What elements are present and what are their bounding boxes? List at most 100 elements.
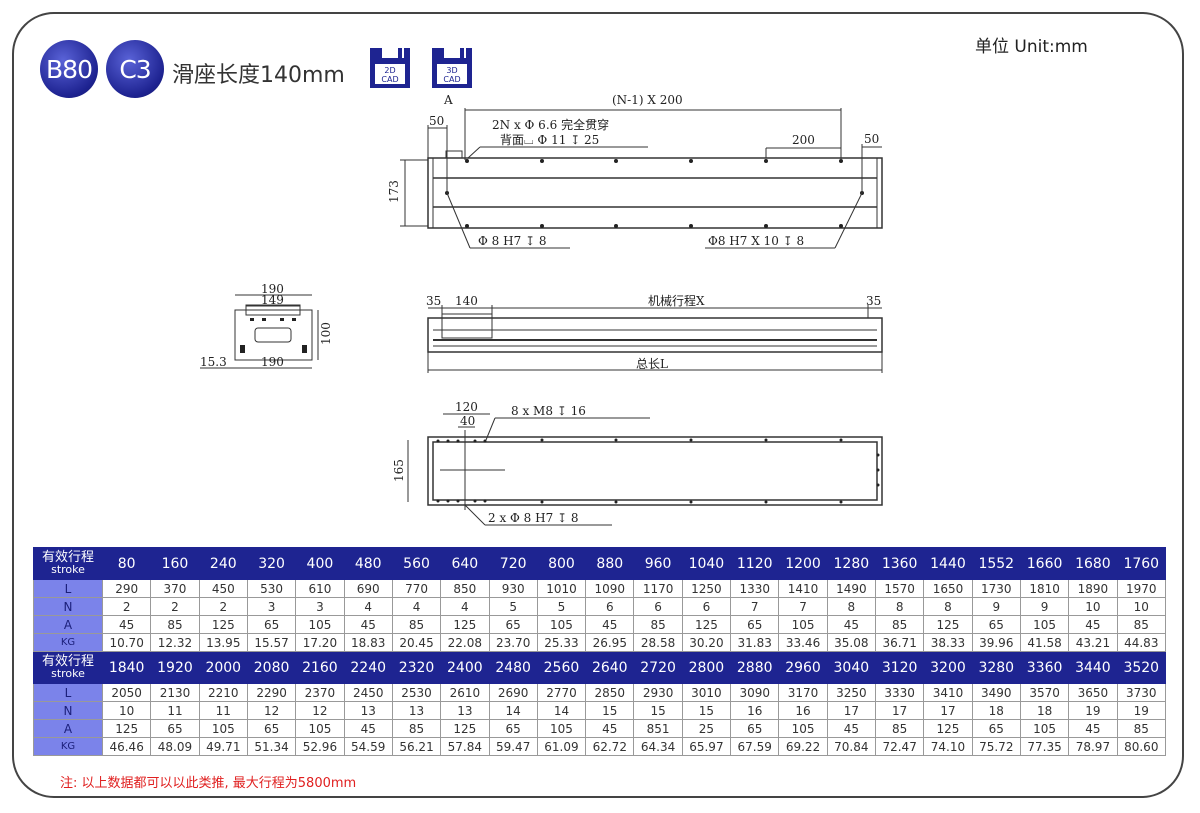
table-cell: 85 [391, 615, 442, 634]
table-cell: 70.84 [826, 737, 877, 756]
table-cell: 30.20 [681, 633, 732, 652]
table-cell: 13 [440, 701, 490, 720]
svg-text:35: 35 [426, 294, 441, 308]
table-cell: 45 [101, 615, 152, 634]
table-cell: 15 [633, 701, 683, 720]
stroke-value: 480 [343, 547, 393, 580]
stroke-value: 160 [150, 547, 200, 580]
spec-table: 有效行程 stroke 80 160 240 320 400 480 560 640 720 800 8… [33, 547, 1167, 756]
table-cell: 105 [536, 615, 587, 634]
table-cell: 1650 [923, 579, 973, 598]
table-cell: 3730 [1116, 683, 1167, 702]
stroke-value: 3120 [874, 651, 925, 684]
table-cell: 2690 [488, 683, 538, 702]
stroke-value: 1840 [101, 651, 152, 684]
table-cell: 12 [246, 701, 297, 720]
stroke-value: 3440 [1068, 651, 1118, 684]
stroke-value: 240 [198, 547, 248, 580]
svg-text:50: 50 [429, 114, 444, 128]
svg-text:120: 120 [455, 400, 478, 414]
technical-drawing: A (N-1) X 200 50 2N x Φ 6.6 完全贯穿 背面⌴ Φ 1… [200, 93, 883, 526]
table-cell: 74.10 [923, 737, 973, 756]
table-cell: 85 [874, 615, 925, 634]
table-cell: 3010 [681, 683, 732, 702]
table-row-n: N 10 11 11 12 12 13 13 13 14 14 15 15 15 16 16 17 17 17 18 1… [33, 701, 1167, 720]
stroke-label-en: stroke [51, 562, 85, 576]
stroke-value: 1920 [150, 651, 200, 684]
table-cell: 10 [1116, 597, 1167, 616]
svg-text:CAD: CAD [381, 75, 398, 84]
svg-text:15.3: 15.3 [200, 355, 227, 369]
table-cell: 65 [488, 719, 538, 738]
table-cell: 8 [874, 597, 925, 616]
svg-text:200: 200 [792, 133, 815, 147]
stroke-label: 有效行程 stroke [33, 651, 103, 684]
footnote: 注: 以上数据都可以以此类推, 最大行程为5800mm [60, 776, 357, 791]
table-cell: 49.71 [198, 737, 248, 756]
table-row-l: L 2050 2130 2210 2290 2370 2450 2530 2610 2690 277… [33, 683, 1167, 702]
table-cell: 1170 [633, 579, 683, 598]
table-cell: 1330 [730, 579, 780, 598]
table-cell: 17 [874, 701, 925, 720]
svg-text:190: 190 [261, 282, 284, 296]
table-cell: 1810 [1019, 579, 1070, 598]
stroke-value: 1040 [681, 547, 732, 580]
svg-text:50: 50 [864, 132, 879, 146]
side-view: 35 140 机械行程X 35 总长L [426, 293, 883, 373]
table-cell: 17 [826, 701, 877, 720]
svg-text:背面⌴ Φ 11 ↧ 25: 背面⌴ Φ 11 ↧ 25 [500, 133, 599, 147]
table-cell: 45 [343, 615, 393, 634]
table-cell: 105 [198, 719, 248, 738]
table-cell: 26.95 [585, 633, 635, 652]
table-cell: 22.08 [440, 633, 490, 652]
table-cell: 10.70 [101, 633, 152, 652]
table-cell: 12 [295, 701, 345, 720]
table-cell: 11 [150, 701, 200, 720]
table-cell: 72.47 [874, 737, 925, 756]
stroke-value: 400 [295, 547, 345, 580]
stroke-label-en: stroke [51, 666, 85, 680]
cad-3d-icon[interactable]: 3D CAD [430, 44, 474, 90]
table-cell: 19 [1116, 701, 1167, 720]
table-cell: 2450 [343, 683, 393, 702]
table-cell: 1410 [778, 579, 828, 598]
table-cell: 1970 [1116, 579, 1167, 598]
stroke-value: 2720 [633, 651, 683, 684]
stroke-value: 560 [391, 547, 442, 580]
stroke-label-cn: 有效行程 [41, 549, 94, 565]
table-cell: 8 [923, 597, 973, 616]
row-label: KG [33, 633, 103, 652]
stroke-value: 960 [633, 547, 683, 580]
stroke-value: 1200 [778, 547, 828, 580]
table-cell: 1250 [681, 579, 732, 598]
stroke-value: 1440 [923, 547, 973, 580]
table-cell: 61.09 [536, 737, 587, 756]
cad-2d-icon[interactable]: 2D CAD [368, 44, 412, 90]
table-cell: 85 [150, 615, 200, 634]
svg-text:Φ8 H7 X 10 ↧ 8: Φ8 H7 X 10 ↧ 8 [708, 234, 804, 248]
table-cell: 62.72 [585, 737, 635, 756]
stroke-value: 1660 [1019, 547, 1070, 580]
table-cell: 6 [585, 597, 635, 616]
table-cell: 10 [1068, 597, 1118, 616]
table-cell: 85 [1116, 719, 1167, 738]
svg-text:149: 149 [261, 293, 284, 307]
table-cell: 9 [971, 597, 1021, 616]
table-cell: 1010 [536, 579, 587, 598]
table-cell: 45 [585, 615, 635, 634]
table-cell: 85 [391, 719, 442, 738]
stroke-value: 2080 [246, 651, 297, 684]
stroke-value: 2240 [343, 651, 393, 684]
class-badge: C3 [106, 40, 164, 98]
row-label: KG [33, 737, 103, 756]
svg-text:100: 100 [319, 322, 333, 345]
table-cell: 2130 [150, 683, 200, 702]
stroke-value: 3280 [971, 651, 1021, 684]
table-cell: 125 [440, 719, 490, 738]
table-cell: 11 [198, 701, 248, 720]
table-cell: 125 [923, 719, 973, 738]
stroke-value: 2960 [778, 651, 828, 684]
row-label: L [33, 579, 103, 598]
table-cell: 5 [488, 597, 538, 616]
table-cell: 65.97 [681, 737, 732, 756]
